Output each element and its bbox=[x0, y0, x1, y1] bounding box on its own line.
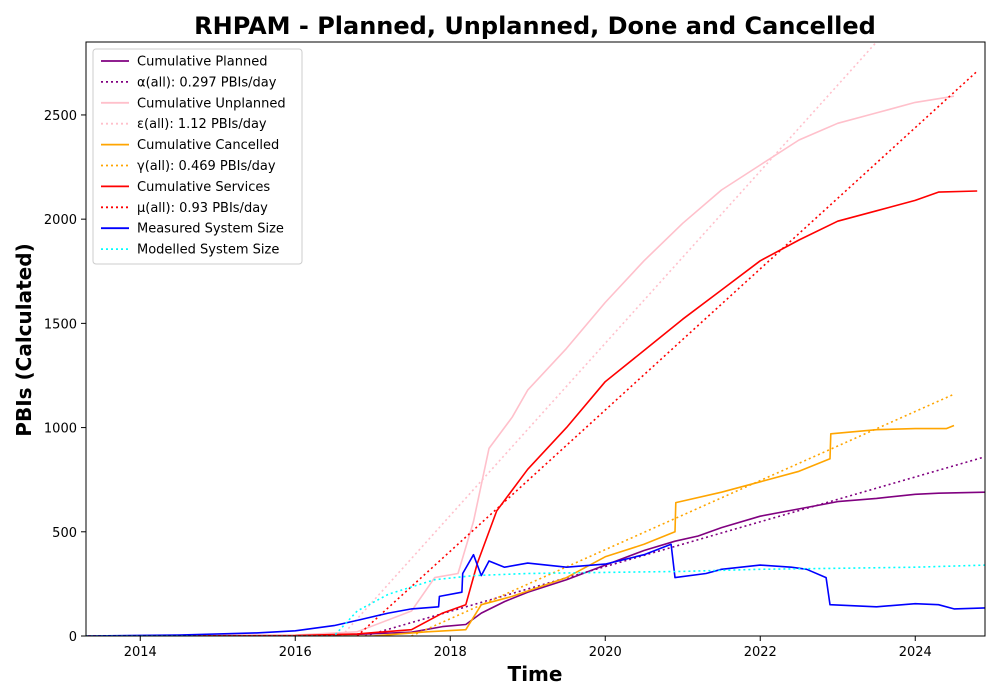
x-tick-label: 2024 bbox=[899, 645, 932, 660]
legend-box bbox=[92, 48, 303, 265]
chart-title: RHPAM - Planned, Unplanned, Done and Can… bbox=[194, 12, 876, 40]
legend-label-7: μ(all): 0.93 PBIs/day bbox=[137, 201, 268, 216]
legend-label-5: γ(all): 0.469 PBIs/day bbox=[137, 159, 276, 174]
legend-label-0: Cumulative Planned bbox=[137, 55, 267, 70]
legend-label-4: Cumulative Cancelled bbox=[137, 138, 279, 153]
series-line-9 bbox=[86, 564, 985, 636]
y-axis-label: PBIs (Calculated) bbox=[12, 243, 36, 436]
series-line-3 bbox=[341, 42, 878, 636]
y-tick-label: 2000 bbox=[44, 213, 77, 228]
series-line-8 bbox=[86, 543, 985, 636]
y-ticks: 0 500 1000 1500 2000 2500 bbox=[44, 109, 86, 645]
x-ticks: 2014 2016 2018 2020 2022 2024 bbox=[124, 636, 932, 660]
y-tick-label: 1500 bbox=[44, 317, 77, 332]
y-tick-label: 2500 bbox=[44, 109, 77, 124]
x-tick-label: 2014 bbox=[124, 645, 157, 660]
series-line-5 bbox=[411, 393, 955, 636]
y-tick-label: 500 bbox=[52, 526, 77, 541]
x-tick-label: 2016 bbox=[279, 645, 312, 660]
legend-label-3: ε(all): 1.12 PBIs/day bbox=[137, 117, 267, 132]
series-line-2 bbox=[86, 95, 955, 636]
legend-label-1: α(all): 0.297 PBIs/day bbox=[137, 75, 277, 90]
series-line-7 bbox=[356, 70, 978, 636]
x-tick-label: 2022 bbox=[744, 645, 777, 660]
x-axis-label: Time bbox=[508, 662, 563, 686]
plot-lines bbox=[86, 42, 985, 636]
series-line-6 bbox=[86, 190, 978, 636]
legend-label-9: Modelled System Size bbox=[137, 243, 279, 258]
series-line-0 bbox=[86, 491, 985, 636]
x-tick-label: 2018 bbox=[434, 645, 467, 660]
series-line-1 bbox=[364, 456, 985, 636]
legend-label-8: Measured System Size bbox=[137, 222, 284, 237]
legend-label-2: Cumulative Unplanned bbox=[137, 96, 286, 111]
legend: Cumulative Planned α(all): 0.297 PBIs/day… bbox=[92, 48, 303, 265]
x-tick-label: 2020 bbox=[589, 645, 622, 660]
y-tick-label: 1000 bbox=[44, 422, 77, 437]
legend-label-6: Cumulative Services bbox=[137, 180, 270, 195]
plot-frame bbox=[85, 41, 986, 637]
y-tick-label: 0 bbox=[69, 630, 77, 645]
series-line-4 bbox=[86, 424, 955, 636]
